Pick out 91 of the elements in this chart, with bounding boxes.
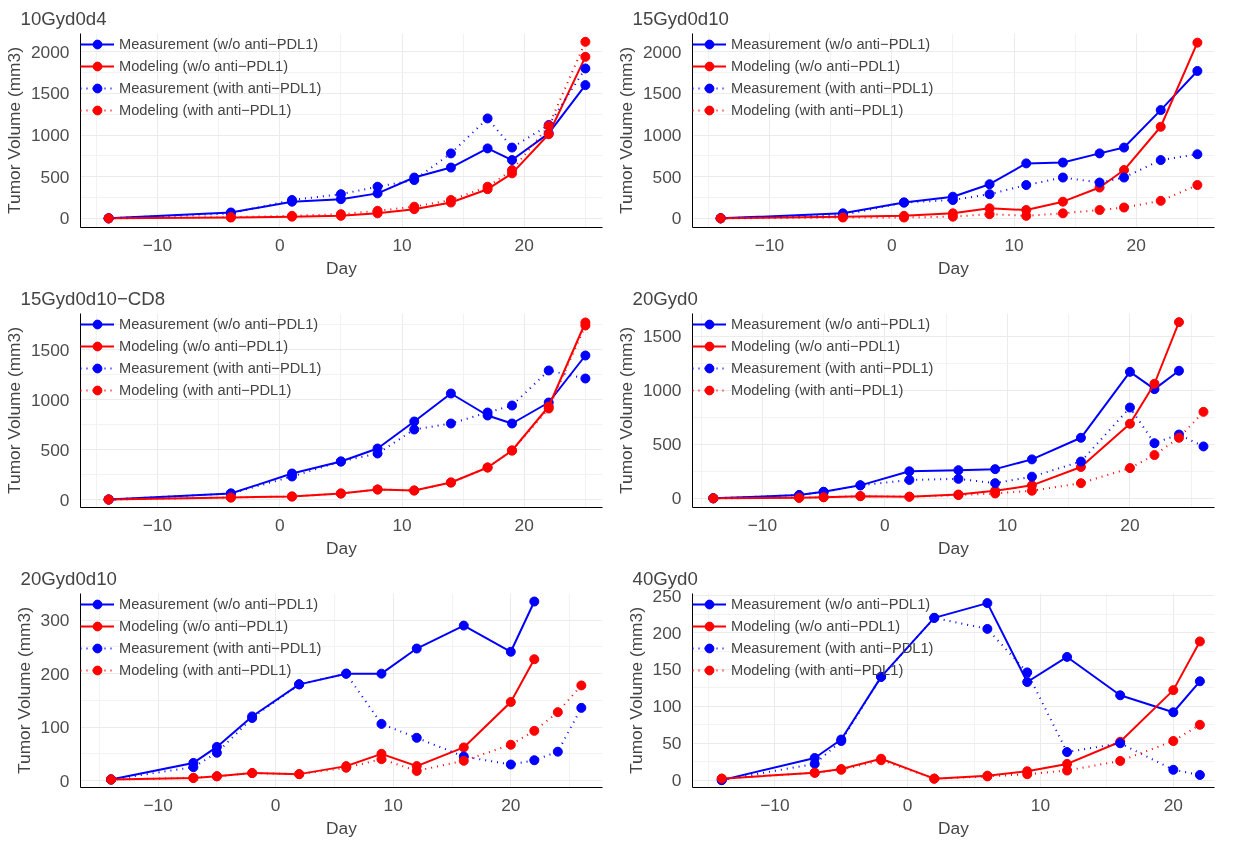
legend-label: Modeling (w/o anti−PDL1) [119,617,289,636]
x-tick-label: 10 [997,514,1018,535]
legend-label: Modeling (with anti−PDL1) [731,381,904,400]
x-tick-label: 10 [1030,794,1051,815]
x-axis-title: Day [326,817,358,838]
y-tick-label: 0 [59,489,70,510]
chart-title: 20Gyd0d10 [20,567,117,589]
legend-label: Measurement (w/o anti−PDL1) [119,315,319,334]
y-tick-label: 0 [671,208,682,229]
legend-label: Modeling (w/o anti−PDL1) [731,337,901,356]
y-tick-label: 1000 [30,389,70,410]
y-tick-label: 1500 [30,339,70,360]
legend-label: Modeling (w/o anti−PDL1) [119,57,289,76]
x-tick-label: 20 [514,514,534,535]
x-tick-label: 0 [274,514,285,535]
y-tick-label: 100 [652,696,682,717]
y-tick-label: 200 [40,663,70,684]
y-tick-label: 1000 [642,380,682,401]
y-tick-label: 100 [40,717,70,738]
y-tick-label: 500 [40,166,70,187]
y-axis-title: Tumor Volume (mm3) [615,47,636,214]
legend-label: Modeling (with anti−PDL1) [119,661,292,680]
y-tick-label: 300 [40,610,70,631]
x-axis-title: Day [326,257,358,278]
legend-label: Measurement (w/o anti−PDL1) [731,35,931,54]
y-tick-label: 0 [59,770,70,791]
y-axis-title: Tumor Volume (mm3) [615,327,636,494]
y-tick-label: 0 [671,770,682,791]
legend-label: Measurement (w/o anti−PDL1) [731,595,931,614]
legend-label: Measurement (with anti−PDL1) [731,359,934,378]
legend-label: Modeling (with anti−PDL1) [119,381,292,400]
x-tick-label: −10 [143,794,173,815]
x-tick-label: 20 [1126,234,1146,255]
y-tick-label: 1000 [642,125,682,146]
legend-label: Measurement (w/o anti−PDL1) [119,35,319,54]
x-tick-label: 0 [886,234,897,255]
legend-label: Measurement (w/o anti−PDL1) [119,595,319,614]
legend-label: Measurement (with anti−PDL1) [119,639,322,658]
y-tick-label: 2000 [642,41,682,62]
x-tick-label: −10 [747,514,778,535]
chart-title: 40Gyd0 [632,567,698,589]
legend-label: Modeling (with anti−PDL1) [119,101,292,120]
x-tick-label: −10 [754,234,785,255]
x-tick-label: −10 [142,514,173,535]
x-tick-label: 20 [1163,794,1183,815]
y-tick-label: 1500 [642,326,682,347]
legend-label: Measurement (with anti−PDL1) [119,79,322,98]
x-axis-title: Day [326,537,358,558]
legend-label: Modeling (w/o anti−PDL1) [731,57,901,76]
x-axis-title: Day [938,537,970,558]
y-tick-label: 500 [40,439,70,460]
y-tick-label: 1500 [30,83,70,104]
x-tick-label: 20 [501,794,521,815]
y-axis-title: Tumor Volume (mm3) [13,607,34,774]
legend-label: Measurement (with anti−PDL1) [731,79,934,98]
x-tick-label: 10 [1004,234,1024,255]
y-tick-label: 2000 [30,41,70,62]
legend-label: Measurement (with anti−PDL1) [119,359,322,378]
x-tick-label: 10 [383,794,403,815]
chart-title: 10Gyd0d4 [20,7,107,29]
x-tick-label: 0 [880,514,890,535]
x-axis-title: Day [938,257,970,278]
y-tick-label: 500 [652,434,682,455]
x-tick-label: −10 [760,794,790,815]
chart-title: 15Gyd0d10−CD8 [20,287,166,309]
y-axis-title: Tumor Volume (mm3) [3,47,24,214]
x-tick-label: 0 [902,794,913,815]
x-tick-label: 0 [274,234,285,255]
legend-label: Measurement (w/o anti−PDL1) [731,315,931,334]
y-axis-title: Tumor Volume (mm3) [625,607,646,774]
legend-label: Modeling (w/o anti−PDL1) [119,337,289,356]
y-tick-label: 0 [671,488,682,509]
y-tick-label: 0 [59,208,70,229]
x-tick-label: 20 [1120,514,1140,535]
y-tick-label: 1000 [30,125,70,146]
x-tick-label: 10 [392,234,412,255]
y-tick-label: 200 [652,622,682,643]
y-tick-label: 150 [652,659,682,680]
y-tick-label: 500 [652,166,682,187]
x-tick-label: 20 [514,234,534,255]
x-tick-label: 0 [270,794,281,815]
y-tick-label: 50 [662,733,682,754]
x-axis-title: Day [938,817,970,838]
x-tick-label: 10 [392,514,412,535]
chart-title: 20Gyd0 [632,287,698,309]
legend-label: Modeling (with anti−PDL1) [731,101,904,120]
chart-title: 15Gyd0d10 [632,7,729,29]
legend-label: Modeling (w/o anti−PDL1) [731,617,901,636]
y-tick-label: 1500 [642,83,682,104]
y-axis-title: Tumor Volume (mm3) [3,327,24,494]
x-tick-label: −10 [142,234,173,255]
